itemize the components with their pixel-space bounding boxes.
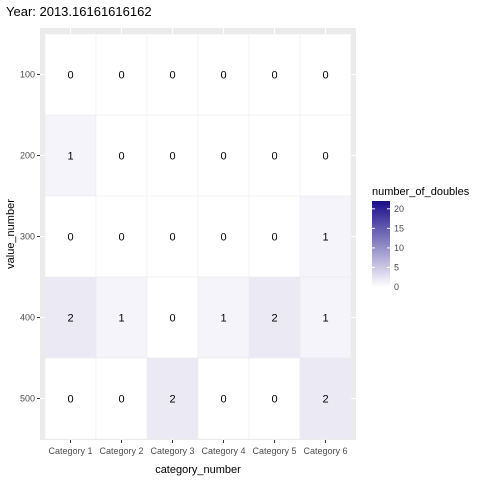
chart-title: Year: 2013.16161616162	[6, 4, 152, 19]
heatmap-cell	[248, 276, 301, 359]
y-axis-title: value_number	[5, 199, 17, 269]
cell-value-label: 0	[220, 70, 226, 82]
heatmap-cell	[44, 357, 97, 440]
heatmap-cell	[146, 357, 199, 440]
legend-colorbar	[372, 201, 390, 287]
cell-value-label: 0	[118, 70, 124, 82]
x-tick-label: Category 5	[252, 446, 296, 456]
cell-value-label: 1	[322, 313, 328, 325]
legend-ticks: 0 5 10 15 20	[372, 204, 404, 292]
heatmap-cell	[299, 33, 352, 116]
y-tick-label: 200	[20, 151, 35, 161]
cell-value-label: 1	[220, 313, 226, 325]
x-tick-label: Category 4	[201, 446, 245, 456]
cell-value-label: 2	[67, 313, 73, 325]
cell-value-label: 0	[118, 151, 124, 163]
heatmap-cell	[299, 195, 352, 278]
x-tick-label: Category 3	[150, 446, 194, 456]
heatmap-cell	[299, 357, 352, 440]
heatmap-cell	[248, 114, 301, 197]
heatmap-cell	[197, 276, 250, 359]
cell-value-label: 0	[169, 313, 175, 325]
cell-value-label: 0	[271, 232, 277, 244]
cell-value-label: 1	[322, 232, 328, 244]
legend-tick-label: 20	[394, 204, 404, 214]
legend-tick-label: 0	[394, 282, 399, 292]
cell-value-label: 2	[271, 313, 277, 325]
heatmap-cell	[146, 114, 199, 197]
heatmap-cell	[197, 195, 250, 278]
cell-value-label: 0	[118, 232, 124, 244]
cell-value-label: 0	[118, 394, 124, 406]
cell-value-label: 0	[220, 394, 226, 406]
heatmap-cell	[95, 357, 148, 440]
legend-title: number_of_doubles	[372, 186, 470, 198]
cell-value-label: 1	[118, 313, 124, 325]
legend-tick-label: 10	[394, 243, 404, 253]
heatmap-cell	[248, 357, 301, 440]
legend-tick-label: 5	[394, 262, 399, 272]
cell-value-label: 0	[271, 394, 277, 406]
x-tick-label: Category 1	[48, 446, 92, 456]
cell-value-label: 0	[322, 70, 328, 82]
cell-value-label: 0	[67, 70, 73, 82]
heatmap-cell	[95, 276, 148, 359]
heatmap-cell	[248, 33, 301, 116]
cell-value-label: 0	[220, 151, 226, 163]
cell-value-label: 0	[271, 151, 277, 163]
heatmap-cells	[44, 33, 352, 440]
cell-value-label: 0	[169, 232, 175, 244]
heatmap-cell	[146, 33, 199, 116]
cell-value-label: 0	[67, 394, 73, 406]
x-axis-title: category_number	[155, 464, 241, 476]
cell-value-label: 0	[169, 151, 175, 163]
y-tick-label: 100	[20, 70, 35, 80]
cell-value-label: 0	[169, 70, 175, 82]
legend-tick-label: 15	[394, 223, 404, 233]
heatmap-cell	[299, 276, 352, 359]
x-axis-ticks: Category 1 Category 2 Category 3 Category 4…	[48, 440, 348, 456]
heatmap-cell	[44, 276, 97, 359]
cell-value-label: 2	[169, 394, 175, 406]
y-tick-label: 500	[20, 394, 35, 404]
heatmap-cell	[146, 276, 199, 359]
heatmap-cell	[95, 114, 148, 197]
cell-value-labels: 0 0 0 0 0 0 1 0 0 0 0 0 0 0 0 0 0 1 2 1 0 1 2 1 0 0 2 0 0 2	[67, 70, 328, 406]
cell-value-label: 0	[67, 232, 73, 244]
heatmap-cell	[146, 195, 199, 278]
x-tick-label: Category 2	[99, 446, 143, 456]
heatmap-cell	[197, 357, 250, 440]
heatmap-cell	[44, 114, 97, 197]
heatmap-cell	[299, 114, 352, 197]
y-axis-ticks: 100 200 300 400 500	[20, 70, 40, 404]
cell-value-label: 0	[271, 70, 277, 82]
y-tick-label: 300	[20, 232, 35, 242]
x-tick-label: Category 6	[303, 446, 347, 456]
cell-value-label: 1	[67, 151, 73, 163]
cell-value-label: 0	[322, 151, 328, 163]
heatmap-cell	[197, 114, 250, 197]
cell-value-label: 2	[322, 394, 328, 406]
cell-value-label: 0	[220, 232, 226, 244]
y-tick-label: 400	[20, 313, 35, 323]
color-legend: number_of_doubles 0 5 10 15 20	[372, 186, 470, 292]
